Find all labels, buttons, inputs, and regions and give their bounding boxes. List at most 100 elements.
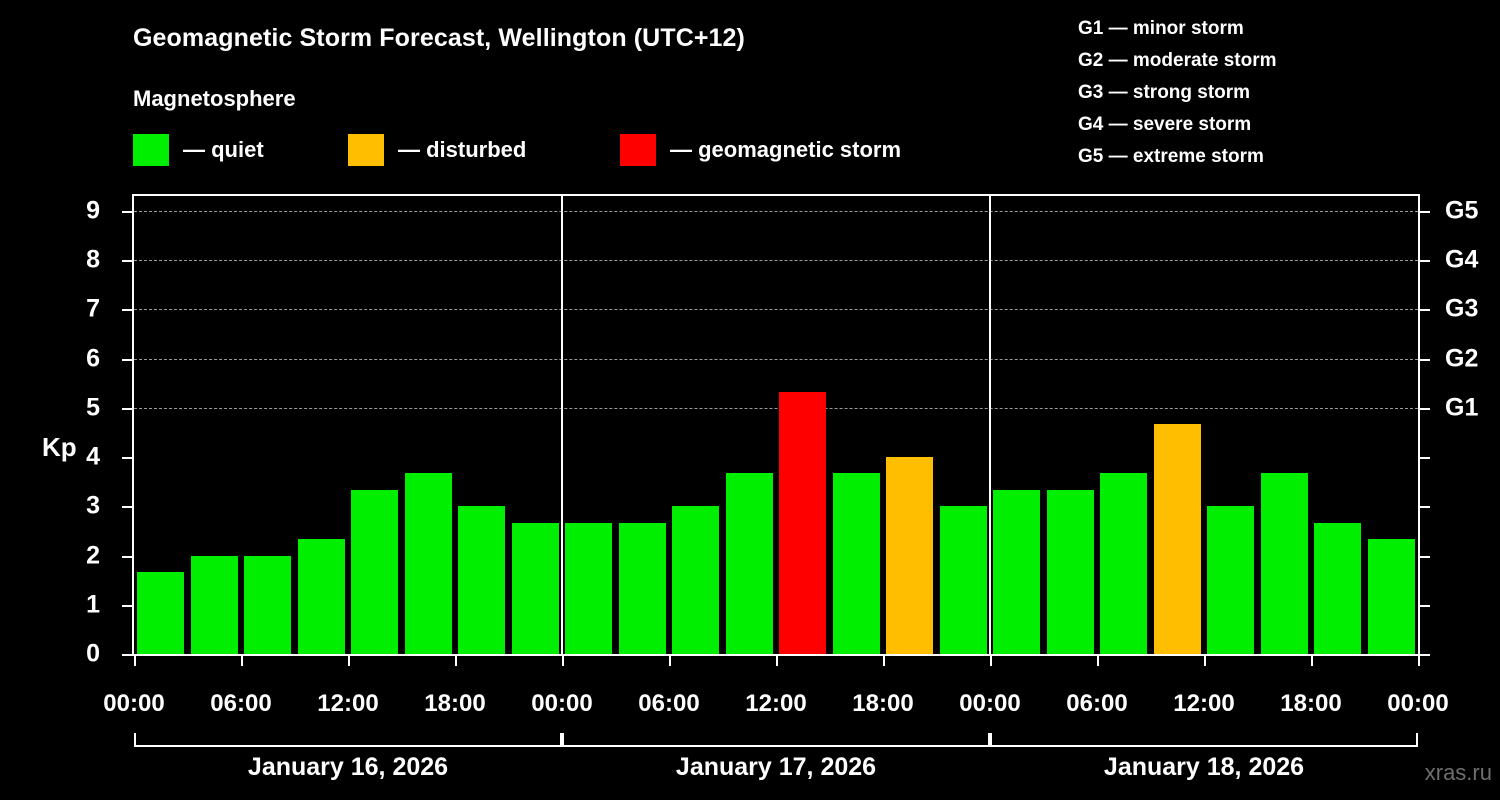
plot-area	[132, 194, 1420, 656]
gridline-kp-8	[134, 260, 1418, 262]
x-tick-7	[883, 656, 885, 666]
bar-day1-2100[interactable]	[511, 522, 559, 654]
x-tick-label-1: 06:00	[210, 690, 272, 717]
date-bracket-2	[562, 733, 990, 747]
legend-item-1: — disturbed	[348, 133, 526, 167]
g-tick-label-G1: G1	[1445, 393, 1479, 422]
y-tick-label-4: 4	[86, 442, 100, 471]
bar-day2-0600[interactable]	[672, 506, 720, 654]
legend-label: — disturbed	[398, 137, 527, 162]
bar-day1-0000[interactable]	[137, 571, 185, 654]
y-tick-label-6: 6	[86, 344, 100, 373]
g-minor-tick-2	[1420, 555, 1430, 558]
y-tick-label-0: 0	[86, 639, 100, 668]
gridline-kp-5	[134, 407, 1418, 409]
disturbed-swatch	[348, 134, 384, 166]
day-separator-2	[989, 196, 991, 654]
gridline-kp-6	[134, 358, 1418, 360]
g-tick-G1	[1420, 407, 1430, 410]
bar-day1-1500[interactable]	[404, 473, 452, 654]
storm-swatch	[620, 134, 656, 166]
g-tick-label-G3: G3	[1445, 294, 1479, 323]
y-tick-7	[122, 309, 132, 312]
bar-day3-0300[interactable]	[1046, 490, 1094, 654]
date-bracket-1	[134, 733, 562, 747]
bar-day2-1800[interactable]	[886, 457, 934, 654]
gridline-kp-7	[134, 309, 1418, 311]
bar-day2-0000[interactable]	[565, 522, 613, 654]
bar-day1-0600[interactable]	[244, 555, 292, 654]
g-tick-label-G4: G4	[1445, 245, 1479, 274]
bar-day3-0900[interactable]	[1153, 424, 1201, 654]
x-tick-2	[348, 656, 350, 666]
bar-day1-0300[interactable]	[190, 555, 238, 654]
bar-day1-1200[interactable]	[351, 490, 399, 654]
y-tick-4	[122, 457, 132, 459]
y-tick-label-7: 7	[86, 294, 100, 323]
date-label-1: January 16, 2026	[247, 753, 449, 781]
x-tick-8	[990, 656, 992, 666]
bar-day3-1500[interactable]	[1260, 473, 1308, 654]
x-tick-4	[562, 656, 564, 666]
y-tick-label-8: 8	[86, 245, 100, 274]
x-tick-label-5: 06:00	[638, 690, 700, 717]
y-tick-8	[122, 260, 132, 263]
bar-day3-1800[interactable]	[1314, 522, 1362, 654]
x-tick-label-11: 18:00	[1280, 690, 1342, 717]
page-title: Geomagnetic Storm Forecast, Wellington (…	[133, 24, 745, 52]
g-minor-tick-0	[1420, 654, 1430, 656]
date-label-3: January 18, 2026	[1103, 753, 1305, 781]
gridline-kp-9	[134, 210, 1418, 212]
bar-day2-1200[interactable]	[779, 391, 827, 654]
y-tick-label-9: 9	[86, 196, 100, 225]
y-tick-0	[122, 654, 132, 656]
y-tick-5	[122, 407, 132, 410]
g-tick-G4	[1420, 260, 1430, 263]
watermark: xras.ru	[1424, 760, 1492, 785]
x-tick-label-6: 12:00	[745, 690, 807, 717]
bar-day3-0600[interactable]	[1100, 473, 1148, 654]
bar-day2-0300[interactable]	[618, 522, 666, 654]
y-tick-6	[122, 358, 132, 361]
legend-label: — quiet	[183, 137, 264, 162]
storm-scale-row-1: G1 — minor storm	[1078, 18, 1244, 39]
y-tick-label-2: 2	[86, 541, 100, 569]
x-tick-label-0: 00:00	[103, 690, 165, 717]
date-bracket-3	[990, 733, 1418, 747]
y-tick-2	[122, 555, 132, 558]
storm-scale-row-5: G5 — extreme storm	[1078, 146, 1264, 167]
bar-day3-2100[interactable]	[1367, 539, 1415, 654]
legend-item-2: — geomagnetic storm	[620, 133, 901, 167]
day-separator-1	[561, 196, 563, 654]
bar-day3-0000[interactable]	[993, 490, 1041, 654]
y-tick-1	[122, 604, 132, 607]
bar-day3-1200[interactable]	[1207, 506, 1255, 654]
x-tick-11	[1311, 656, 1313, 666]
y-tick-label-3: 3	[86, 491, 100, 520]
bar-day1-0900[interactable]	[297, 539, 345, 654]
storm-scale-legend: G1 — minor storm G2 — moderate storm G3 — …	[1078, 13, 1277, 173]
x-tick-label-9: 06:00	[1066, 690, 1128, 717]
x-tick-1	[241, 656, 243, 666]
bar-day2-1500[interactable]	[832, 473, 880, 654]
g-tick-G3	[1420, 309, 1430, 312]
bar-day1-1800[interactable]	[458, 506, 506, 654]
x-tick-label-7: 18:00	[852, 690, 914, 717]
g-minor-tick-3	[1420, 506, 1430, 509]
g-minor-tick-1	[1420, 604, 1430, 607]
x-tick-label-2: 12:00	[317, 690, 379, 717]
x-tick-label-10: 12:00	[1173, 690, 1235, 717]
x-tick-6	[776, 656, 778, 666]
g-tick-G5	[1420, 210, 1430, 213]
bar-day2-2100[interactable]	[939, 506, 987, 654]
storm-scale-row-3: G3 — strong storm	[1078, 82, 1251, 103]
legend-item-0: — quiet	[133, 133, 264, 167]
g-tick-label-G5: G5	[1445, 196, 1479, 225]
x-tick-label-12: 00:00	[1387, 690, 1449, 717]
x-tick-label-8: 00:00	[959, 690, 1021, 717]
y-tick-9	[122, 210, 132, 213]
legend-label: — geomagnetic storm	[670, 137, 902, 162]
bar-day2-0900[interactable]	[725, 473, 773, 654]
x-tick-label-3: 18:00	[424, 690, 486, 717]
